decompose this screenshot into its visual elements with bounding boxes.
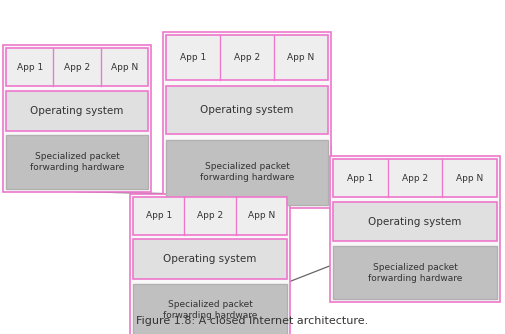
Bar — [166, 35, 328, 80]
Bar — [166, 87, 328, 134]
Text: Operating system: Operating system — [163, 254, 257, 264]
Text: App 1: App 1 — [17, 63, 43, 72]
Text: Operating system: Operating system — [30, 106, 124, 116]
Bar — [133, 239, 287, 279]
Bar — [333, 246, 497, 299]
Text: Figure 1.8: A closed Internet architecture.: Figure 1.8: A closed Internet architectu… — [136, 316, 369, 326]
Text: App 2: App 2 — [234, 53, 260, 62]
Text: Specialized packet
forwarding hardware: Specialized packet forwarding hardware — [163, 300, 257, 320]
Bar — [3, 45, 151, 192]
Text: Specialized packet
forwarding hardware: Specialized packet forwarding hardware — [30, 152, 124, 172]
Bar — [333, 159, 497, 197]
Text: App N: App N — [287, 53, 315, 62]
Text: Specialized packet
forwarding hardware: Specialized packet forwarding hardware — [200, 162, 294, 182]
Bar — [133, 284, 287, 334]
Text: App 1: App 1 — [145, 211, 172, 220]
Bar — [6, 91, 148, 131]
Text: App N: App N — [111, 63, 138, 72]
Text: App N: App N — [456, 174, 483, 183]
Bar — [166, 140, 328, 204]
Text: Operating system: Operating system — [200, 105, 294, 115]
Text: Operating system: Operating system — [368, 216, 462, 226]
Text: App 2: App 2 — [402, 174, 428, 183]
Bar — [6, 48, 148, 86]
Bar — [133, 197, 287, 234]
Bar — [330, 156, 500, 302]
Bar — [130, 194, 290, 334]
Text: App 1: App 1 — [347, 174, 374, 183]
Text: App 1: App 1 — [180, 53, 206, 62]
Bar — [163, 32, 331, 207]
Bar — [333, 202, 497, 241]
Text: App 2: App 2 — [197, 211, 223, 220]
Text: App 2: App 2 — [64, 63, 90, 72]
Text: Specialized packet
forwarding hardware: Specialized packet forwarding hardware — [368, 263, 462, 283]
Bar — [6, 135, 148, 189]
Text: App N: App N — [248, 211, 275, 220]
